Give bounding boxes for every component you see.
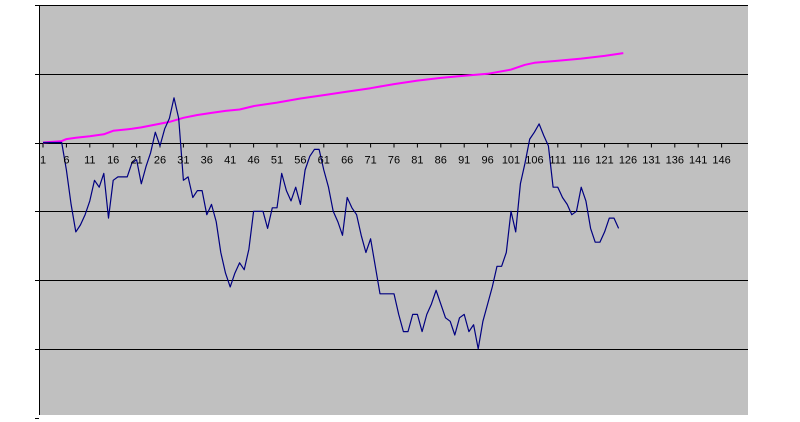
- x-tick-label: 81: [411, 155, 423, 167]
- x-tick-label: 96: [481, 155, 493, 167]
- x-tick-label: 116: [572, 155, 590, 167]
- y-axis: [35, 5, 40, 419]
- x-tick-label: 66: [341, 155, 353, 167]
- x-tick-label: 31: [177, 155, 189, 167]
- x-tick-label: 36: [201, 155, 213, 167]
- x-tick-label: 86: [435, 155, 447, 167]
- series-layer: [42, 52, 624, 350]
- x-tick-label: 1: [40, 155, 46, 167]
- series-line-1: [42, 52, 624, 144]
- gridlines: [39, 5, 748, 350]
- x-tick-label: 121: [595, 155, 613, 167]
- x-tick-label: 16: [107, 155, 119, 167]
- x-tick-label: 71: [364, 155, 376, 167]
- x-tick-label: 126: [619, 155, 637, 167]
- x-tick-label: 6: [63, 155, 69, 167]
- x-tick-label: 56: [294, 155, 306, 167]
- series-line-2: [43, 97, 620, 350]
- x-tick-label: 111: [549, 155, 566, 167]
- x-tick-label: 11: [84, 155, 95, 167]
- x-tick-label: 51: [271, 155, 283, 167]
- x-tick-label: 106: [525, 155, 543, 167]
- x-tick-label: 46: [247, 155, 259, 167]
- x-tick-label: 136: [666, 155, 684, 167]
- x-tick-label: 146: [712, 155, 730, 167]
- x-tick-label: 41: [224, 155, 236, 167]
- x-tick-label: 91: [458, 155, 470, 167]
- x-tick-label: 26: [154, 155, 166, 167]
- x-tick-label: 21: [130, 155, 142, 167]
- x-tick-label: 76: [388, 155, 400, 167]
- x-tick-label: 131: [642, 155, 660, 167]
- x-tick-labels: 1 6 11 16 21 26 31 36 41 46 51 56 61 66 71 76 81 86 91 96 10…: [40, 155, 731, 167]
- x-tick-label: 141: [689, 155, 707, 167]
- x-tick-label: 101: [502, 155, 520, 167]
- plot-area: [39, 6, 748, 415]
- x-tick-label: 61: [318, 155, 330, 167]
